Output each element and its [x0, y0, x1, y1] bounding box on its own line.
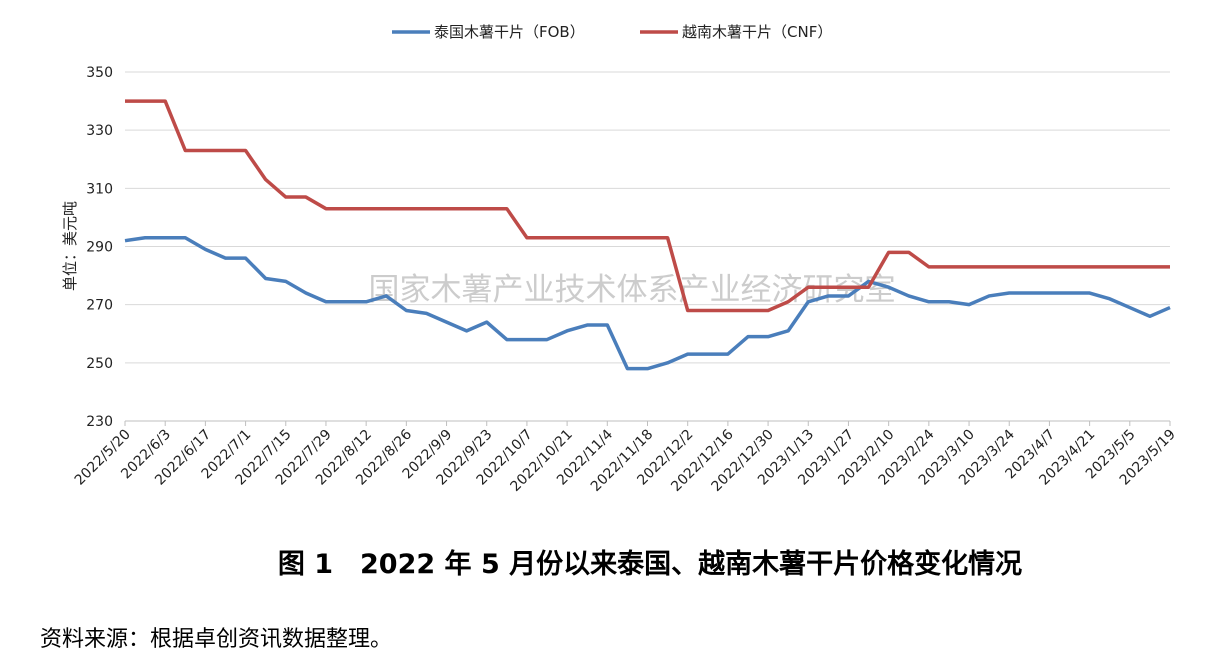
series-line [125, 99, 1170, 313]
source: 资料来源：根据卓创资讯数据整理。 [40, 627, 392, 652]
y-tick-label: 230 [86, 414, 113, 430]
caption: 图 1 2022 年 5 月份以来泰国、越南木薯干片价格变化情况 [278, 548, 1022, 580]
watermark: 国家木薯产业技术体系产业经济研究室 [369, 272, 896, 308]
series-line [124, 236, 1171, 371]
x-tick-label: 2022/5/20 [72, 427, 134, 489]
y-tick-label: 250 [86, 356, 113, 372]
y-tick-label: 290 [86, 240, 113, 256]
legend-label: 泰国木薯干片（FOB） [434, 23, 585, 41]
y-tick-label: 270 [86, 298, 113, 314]
y-tick-label: 330 [86, 123, 113, 139]
y-tick-label: 310 [86, 181, 113, 197]
y-axis-label: 单位：美元吨 [61, 201, 79, 291]
legend-label: 越南木薯干片（CNF） [682, 23, 832, 41]
y-tick-label: 350 [86, 65, 113, 81]
